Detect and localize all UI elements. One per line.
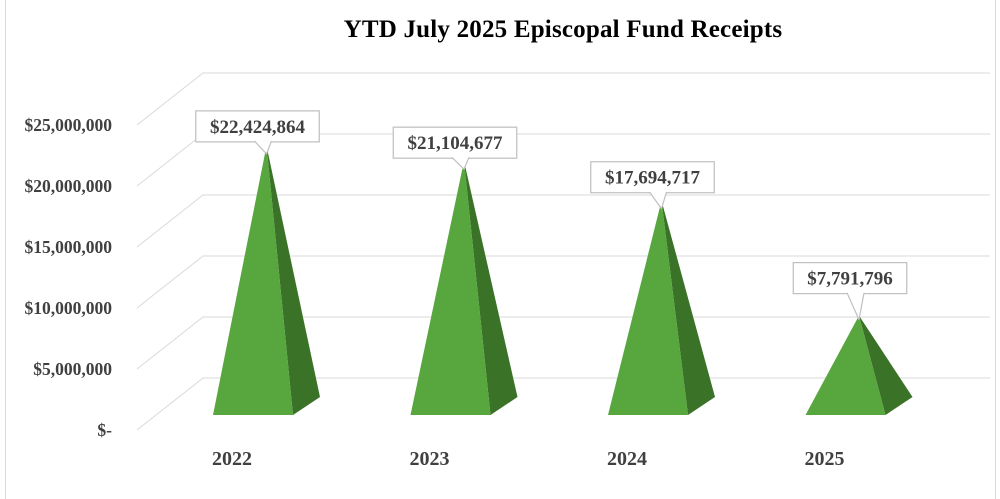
x-axis-label-2025: 2025 [805, 448, 845, 470]
gridline [136, 255, 990, 309]
x-axis-label-2023: 2023 [410, 448, 450, 470]
gridline [136, 377, 990, 431]
data-label-callout-box [590, 161, 715, 194]
gridline [136, 316, 990, 370]
y-axis-tick-label: $5,000,000 [33, 359, 112, 379]
pyramid-side-face-2023 [464, 161, 518, 415]
x-axis-label-2024: 2024 [607, 448, 647, 470]
data-label-text: $21,104,677 [408, 133, 504, 154]
pyramid-front-face-2023 [410, 161, 491, 415]
pyramid-side-face-2022 [266, 145, 320, 415]
y-axis-tick-label: $25,000,000 [25, 115, 113, 135]
gridline [136, 72, 990, 126]
data-label-text: $17,694,717 [605, 168, 701, 189]
y-axis-tick-label: $15,000,000 [25, 237, 113, 257]
y-axis-tick-label: $10,000,000 [25, 298, 113, 318]
pyramid-side-face-2024 [661, 200, 715, 415]
pyramid-front-face-2025 [805, 315, 886, 415]
gridline [136, 194, 990, 248]
data-label-callout-tail [254, 140, 273, 155]
chart-title: YTD July 2025 Episcopal Fund Receipts [343, 16, 783, 43]
y-axis-tick-label: $- [97, 420, 112, 440]
y-axis-tick-label: $20,000,000 [25, 176, 113, 196]
pyramid-front-face-2022 [213, 145, 293, 415]
data-label-callout-box [792, 262, 908, 295]
data-label-text: $22,424,864 [210, 117, 306, 138]
pyramid-side-face-2025 [859, 315, 913, 415]
data-label-callout-tail [846, 292, 865, 321]
data-label-text: $7,791,796 [807, 269, 893, 290]
x-axis-label-2022: 2022 [212, 448, 252, 470]
pyramid-front-face-2024 [608, 200, 688, 415]
data-label-callout-tail [451, 156, 470, 170]
data-label-callout-tail [649, 191, 668, 210]
